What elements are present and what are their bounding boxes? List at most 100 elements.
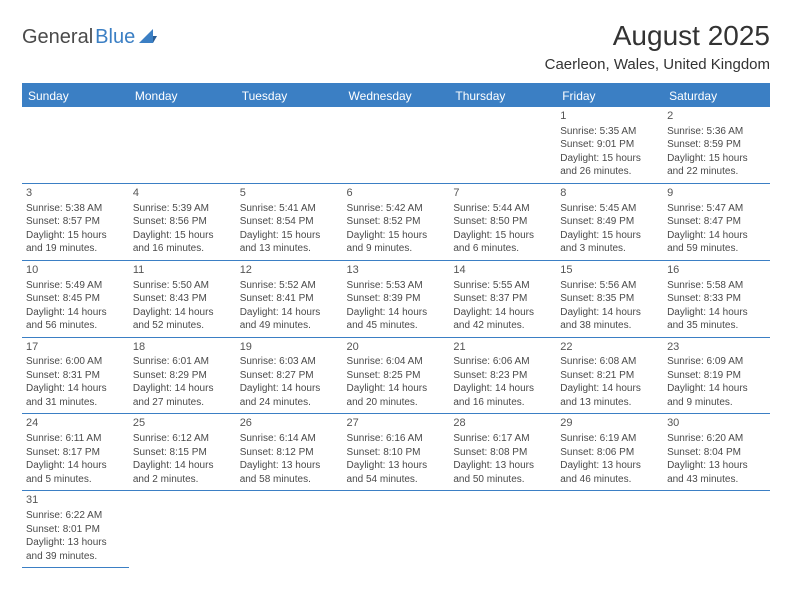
- day-header: Tuesday: [236, 84, 343, 107]
- calendar-cell: [236, 107, 343, 183]
- sunset-line: Sunset: 8:43 PM: [133, 292, 232, 306]
- daylight-line-2: and 35 minutes.: [667, 319, 766, 333]
- sunrise-line: Sunrise: 6:01 AM: [133, 355, 232, 369]
- daylight-line-1: Daylight: 15 hours: [133, 229, 232, 243]
- sunrise-line: Sunrise: 5:39 AM: [133, 202, 232, 216]
- daylight-line-2: and 9 minutes.: [347, 242, 446, 256]
- daylight-line-1: Daylight: 15 hours: [347, 229, 446, 243]
- daylight-line-2: and 38 minutes.: [560, 319, 659, 333]
- daylight-line-1: Daylight: 14 hours: [26, 459, 125, 473]
- daylight-line-1: Daylight: 13 hours: [667, 459, 766, 473]
- daylight-line-1: Daylight: 13 hours: [560, 459, 659, 473]
- day-number: 4: [133, 186, 232, 201]
- location-text: Caerleon, Wales, United Kingdom: [545, 56, 770, 73]
- daylight-line-2: and 24 minutes.: [240, 396, 339, 410]
- calendar-cell: 3Sunrise: 5:38 AMSunset: 8:57 PMDaylight…: [22, 183, 129, 260]
- calendar-cell: 15Sunrise: 5:56 AMSunset: 8:35 PMDayligh…: [556, 260, 663, 337]
- daylight-line-1: Daylight: 14 hours: [347, 382, 446, 396]
- day-number: 3: [26, 186, 125, 201]
- calendar-cell: [236, 491, 343, 568]
- sunset-line: Sunset: 8:54 PM: [240, 215, 339, 229]
- calendar-cell: [129, 107, 236, 183]
- daylight-line-1: Daylight: 15 hours: [453, 229, 552, 243]
- sunrise-line: Sunrise: 6:20 AM: [667, 432, 766, 446]
- daylight-line-2: and 19 minutes.: [26, 242, 125, 256]
- sunrise-line: Sunrise: 6:22 AM: [26, 509, 125, 523]
- day-number: 15: [560, 263, 659, 278]
- day-number: 18: [133, 340, 232, 355]
- day-number: 7: [453, 186, 552, 201]
- sunrise-line: Sunrise: 6:00 AM: [26, 355, 125, 369]
- sunset-line: Sunset: 8:52 PM: [347, 215, 446, 229]
- day-number: 30: [667, 416, 766, 431]
- daylight-line-1: Daylight: 15 hours: [560, 152, 659, 166]
- daylight-line-1: Daylight: 14 hours: [133, 306, 232, 320]
- day-number: 8: [560, 186, 659, 201]
- daylight-line-1: Daylight: 14 hours: [667, 382, 766, 396]
- daylight-line-2: and 31 minutes.: [26, 396, 125, 410]
- day-number: 26: [240, 416, 339, 431]
- day-header: Thursday: [449, 84, 556, 107]
- daylight-line-1: Daylight: 14 hours: [453, 382, 552, 396]
- daylight-line-2: and 22 minutes.: [667, 165, 766, 179]
- logo-text-general: General: [22, 26, 93, 49]
- calendar-row: 1Sunrise: 5:35 AMSunset: 9:01 PMDaylight…: [22, 107, 770, 183]
- sunrise-line: Sunrise: 5:58 AM: [667, 279, 766, 293]
- day-header: Monday: [129, 84, 236, 107]
- calendar-cell: [343, 107, 450, 183]
- calendar-cell: [343, 491, 450, 568]
- sunset-line: Sunset: 8:19 PM: [667, 369, 766, 383]
- day-number: 25: [133, 416, 232, 431]
- sunset-line: Sunset: 8:50 PM: [453, 215, 552, 229]
- day-number: 28: [453, 416, 552, 431]
- sunrise-line: Sunrise: 6:03 AM: [240, 355, 339, 369]
- daylight-line-1: Daylight: 14 hours: [26, 382, 125, 396]
- calendar-cell: [556, 491, 663, 568]
- calendar-cell: 24Sunrise: 6:11 AMSunset: 8:17 PMDayligh…: [22, 414, 129, 491]
- day-number: 21: [453, 340, 552, 355]
- daylight-line-2: and 13 minutes.: [560, 396, 659, 410]
- logo-sail-icon: [139, 29, 157, 43]
- day-number: 19: [240, 340, 339, 355]
- sunrise-line: Sunrise: 5:38 AM: [26, 202, 125, 216]
- calendar-cell: 13Sunrise: 5:53 AMSunset: 8:39 PMDayligh…: [343, 260, 450, 337]
- calendar-cell: 22Sunrise: 6:08 AMSunset: 8:21 PMDayligh…: [556, 337, 663, 414]
- sunrise-line: Sunrise: 5:55 AM: [453, 279, 552, 293]
- calendar-cell: 10Sunrise: 5:49 AMSunset: 8:45 PMDayligh…: [22, 260, 129, 337]
- day-number: 27: [347, 416, 446, 431]
- daylight-line-1: Daylight: 14 hours: [240, 382, 339, 396]
- day-number: 9: [667, 186, 766, 201]
- calendar-cell: 14Sunrise: 5:55 AMSunset: 8:37 PMDayligh…: [449, 260, 556, 337]
- calendar-thead: SundayMondayTuesdayWednesdayThursdayFrid…: [22, 84, 770, 107]
- sunset-line: Sunset: 8:57 PM: [26, 215, 125, 229]
- calendar-cell: 6Sunrise: 5:42 AMSunset: 8:52 PMDaylight…: [343, 183, 450, 260]
- sunrise-line: Sunrise: 6:08 AM: [560, 355, 659, 369]
- day-number: 11: [133, 263, 232, 278]
- calendar-cell: 1Sunrise: 5:35 AMSunset: 9:01 PMDaylight…: [556, 107, 663, 183]
- sunrise-line: Sunrise: 5:42 AM: [347, 202, 446, 216]
- sunset-line: Sunset: 8:25 PM: [347, 369, 446, 383]
- sunrise-line: Sunrise: 5:41 AM: [240, 202, 339, 216]
- daylight-line-2: and 43 minutes.: [667, 473, 766, 487]
- day-number: 24: [26, 416, 125, 431]
- sunset-line: Sunset: 8:31 PM: [26, 369, 125, 383]
- title-block: August 2025 Caerleon, Wales, United King…: [545, 20, 770, 73]
- daylight-line-1: Daylight: 15 hours: [667, 152, 766, 166]
- sunset-line: Sunset: 8:01 PM: [26, 523, 125, 537]
- day-header: Saturday: [663, 84, 770, 107]
- sunrise-line: Sunrise: 6:04 AM: [347, 355, 446, 369]
- calendar-cell: 2Sunrise: 5:36 AMSunset: 8:59 PMDaylight…: [663, 107, 770, 183]
- calendar-cell: 20Sunrise: 6:04 AMSunset: 8:25 PMDayligh…: [343, 337, 450, 414]
- calendar-cell: 21Sunrise: 6:06 AMSunset: 8:23 PMDayligh…: [449, 337, 556, 414]
- sunset-line: Sunset: 8:12 PM: [240, 446, 339, 460]
- sunset-line: Sunset: 8:15 PM: [133, 446, 232, 460]
- calendar-cell: [449, 491, 556, 568]
- sunrise-line: Sunrise: 5:44 AM: [453, 202, 552, 216]
- logo-text-blue: Blue: [95, 26, 135, 49]
- daylight-line-1: Daylight: 14 hours: [240, 306, 339, 320]
- daylight-line-2: and 39 minutes.: [26, 550, 125, 564]
- sunrise-line: Sunrise: 6:12 AM: [133, 432, 232, 446]
- calendar-row: 10Sunrise: 5:49 AMSunset: 8:45 PMDayligh…: [22, 260, 770, 337]
- sunset-line: Sunset: 9:01 PM: [560, 138, 659, 152]
- calendar-cell: 8Sunrise: 5:45 AMSunset: 8:49 PMDaylight…: [556, 183, 663, 260]
